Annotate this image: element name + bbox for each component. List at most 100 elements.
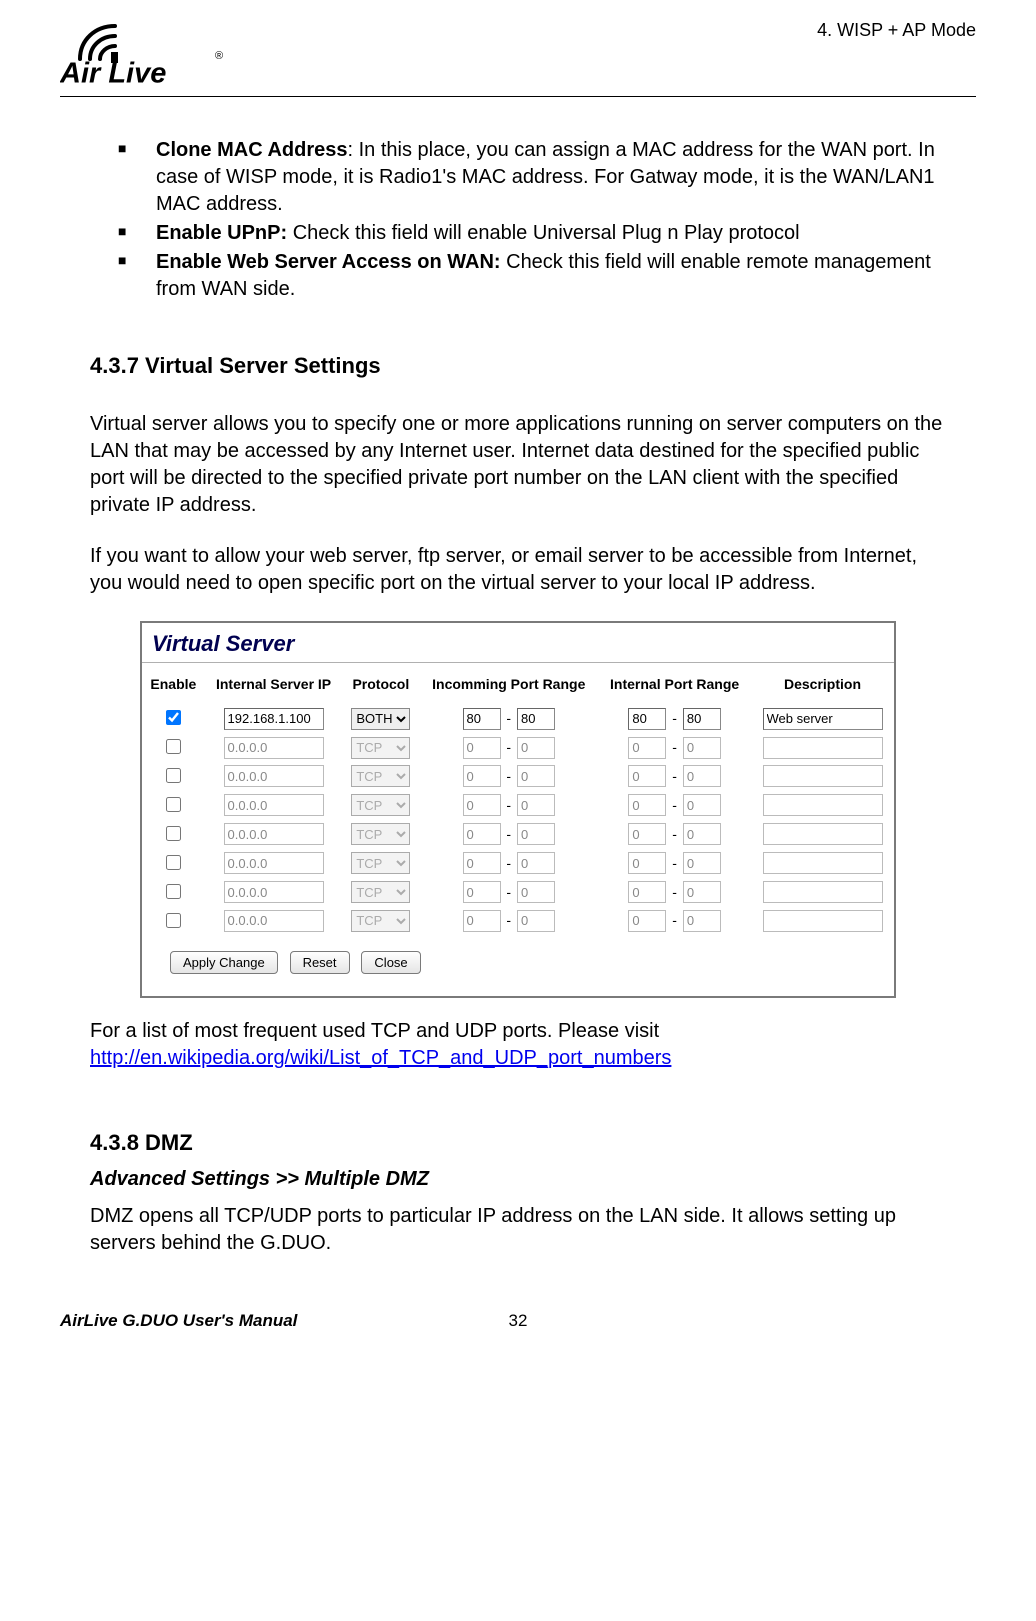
tcp-udp-ports-link[interactable]: http://en.wikipedia.org/wiki/List_of_TCP… (90, 1047, 671, 1069)
internal-port-from-input (628, 881, 666, 903)
incoming-port-to-input (517, 852, 555, 874)
internal-port-from-input[interactable] (628, 708, 666, 730)
dmz-para: DMZ opens all TCP/UDP ports to particula… (90, 1203, 946, 1257)
internal-port-from-input (628, 823, 666, 845)
vs-table-row: BOTHTCPUDP - - (142, 791, 894, 820)
internal-ip-input (224, 881, 324, 903)
incoming-port-from-input (463, 852, 501, 874)
vs-panel-title: Virtual Server (142, 623, 894, 664)
svg-text:Air Live: Air Live (60, 58, 166, 90)
enable-checkbox[interactable] (166, 855, 181, 870)
incoming-port-to-input (517, 823, 555, 845)
protocol-select: BOTHTCPUDP (351, 852, 410, 874)
vs-table-row: BOTHTCPUDP - - (142, 762, 894, 791)
internal-port-to-input (683, 823, 721, 845)
protocol-select: BOTHTCPUDP (351, 794, 410, 816)
incoming-port-from-input (463, 737, 501, 759)
internal-port-to-input (683, 852, 721, 874)
internal-ip-input (224, 823, 324, 845)
enable-checkbox[interactable] (166, 797, 181, 812)
internal-ip-input (224, 910, 324, 932)
incoming-port-to-input (517, 765, 555, 787)
internal-ip-input[interactable] (224, 708, 324, 730)
vs-table-row: BOTHTCPUDP - - (142, 820, 894, 849)
apply-change-button[interactable]: Apply Change (170, 951, 278, 974)
vs-table-row: BOTHTCPUDP - - (142, 878, 894, 907)
vs-table: EnableInternal Server IPProtocolIncommin… (142, 663, 894, 935)
enable-checkbox[interactable] (166, 739, 181, 754)
vs-table-row: BOTHTCPUDP - - (142, 849, 894, 878)
incoming-port-to-input[interactable] (517, 708, 555, 730)
enable-checkbox[interactable] (166, 710, 181, 725)
vs-after-plain: For a list of most frequent used TCP and… (90, 1020, 659, 1042)
internal-port-to-input (683, 794, 721, 816)
internal-port-from-input (628, 765, 666, 787)
reset-button[interactable]: Reset (290, 951, 350, 974)
vs-column-header: Enable (142, 663, 205, 704)
vs-column-header: Internal Server IP (205, 663, 343, 704)
protocol-select: BOTHTCPUDP (351, 737, 410, 759)
virtual-server-panel: Virtual Server EnableInternal Server IPP… (140, 621, 896, 999)
description-input[interactable] (763, 708, 883, 730)
vs-column-header: Protocol (342, 663, 419, 704)
description-input (763, 852, 883, 874)
vs-column-header: Internal Port Range (598, 663, 751, 704)
internal-ip-input (224, 794, 324, 816)
description-input (763, 794, 883, 816)
internal-port-from-input (628, 852, 666, 874)
incoming-port-from-input[interactable] (463, 708, 501, 730)
internal-port-to-input (683, 737, 721, 759)
internal-port-from-input (628, 794, 666, 816)
description-input (763, 881, 883, 903)
vs-para-1: Virtual server allows you to specify one… (90, 411, 946, 519)
internal-port-to-input[interactable] (683, 708, 721, 730)
vs-table-row: BOTHTCPUDP - - (142, 704, 894, 733)
incoming-port-from-input (463, 794, 501, 816)
header-rule (60, 96, 976, 97)
header-mode-text: 4. WISP + AP Mode (817, 20, 976, 41)
page-footer: AirLive G.DUO User's Manual 32 (0, 1311, 1036, 1351)
footer-manual-title: AirLive G.DUO User's Manual (60, 1311, 297, 1331)
enable-checkbox[interactable] (166, 913, 181, 928)
vs-column-header: Incomming Port Range (419, 663, 598, 704)
bullet-title: Clone MAC Address (156, 139, 348, 161)
feature-bullet-item: Enable UPnP: Check this field will enabl… (118, 220, 946, 247)
internal-port-from-input (628, 737, 666, 759)
incoming-port-to-input (517, 881, 555, 903)
description-input (763, 765, 883, 787)
enable-checkbox[interactable] (166, 768, 181, 783)
feature-bullet-item: Clone MAC Address: In this place, you ca… (118, 137, 946, 218)
enable-checkbox[interactable] (166, 826, 181, 841)
dmz-subhead: Advanced Settings >> Multiple DMZ (90, 1166, 946, 1193)
vs-button-row: Apply Change Reset Close (142, 935, 894, 996)
enable-checkbox[interactable] (166, 884, 181, 899)
incoming-port-from-input (463, 910, 501, 932)
incoming-port-from-input (463, 823, 501, 845)
internal-ip-input (224, 737, 324, 759)
vs-table-row: BOTHTCPUDP - - (142, 733, 894, 762)
internal-port-from-input (628, 910, 666, 932)
close-button[interactable]: Close (361, 951, 420, 974)
description-input (763, 910, 883, 932)
airlive-logo-icon: Air Live ® (60, 20, 290, 90)
incoming-port-from-input (463, 881, 501, 903)
description-input (763, 823, 883, 845)
description-input (763, 737, 883, 759)
vs-table-row: BOTHTCPUDP - - (142, 907, 894, 936)
logo-reg: ® (215, 50, 223, 62)
vs-after-text: For a list of most frequent used TCP and… (90, 1018, 946, 1072)
vs-para-2: If you want to allow your web server, ft… (90, 543, 946, 597)
logo: Air Live ® (60, 20, 290, 90)
feature-bullet-list: Clone MAC Address: In this place, you ca… (90, 137, 946, 303)
feature-bullet-item: Enable Web Server Access on WAN: Check t… (118, 249, 946, 303)
protocol-select: BOTHTCPUDP (351, 910, 410, 932)
protocol-select[interactable]: BOTHTCPUDP (351, 708, 410, 730)
footer-page-number: 32 (509, 1311, 528, 1331)
internal-ip-input (224, 765, 324, 787)
internal-port-to-input (683, 910, 721, 932)
internal-port-to-input (683, 881, 721, 903)
protocol-select: BOTHTCPUDP (351, 823, 410, 845)
protocol-select: BOTHTCPUDP (351, 765, 410, 787)
bullet-body: Check this field will enable Universal P… (287, 222, 799, 244)
incoming-port-to-input (517, 794, 555, 816)
